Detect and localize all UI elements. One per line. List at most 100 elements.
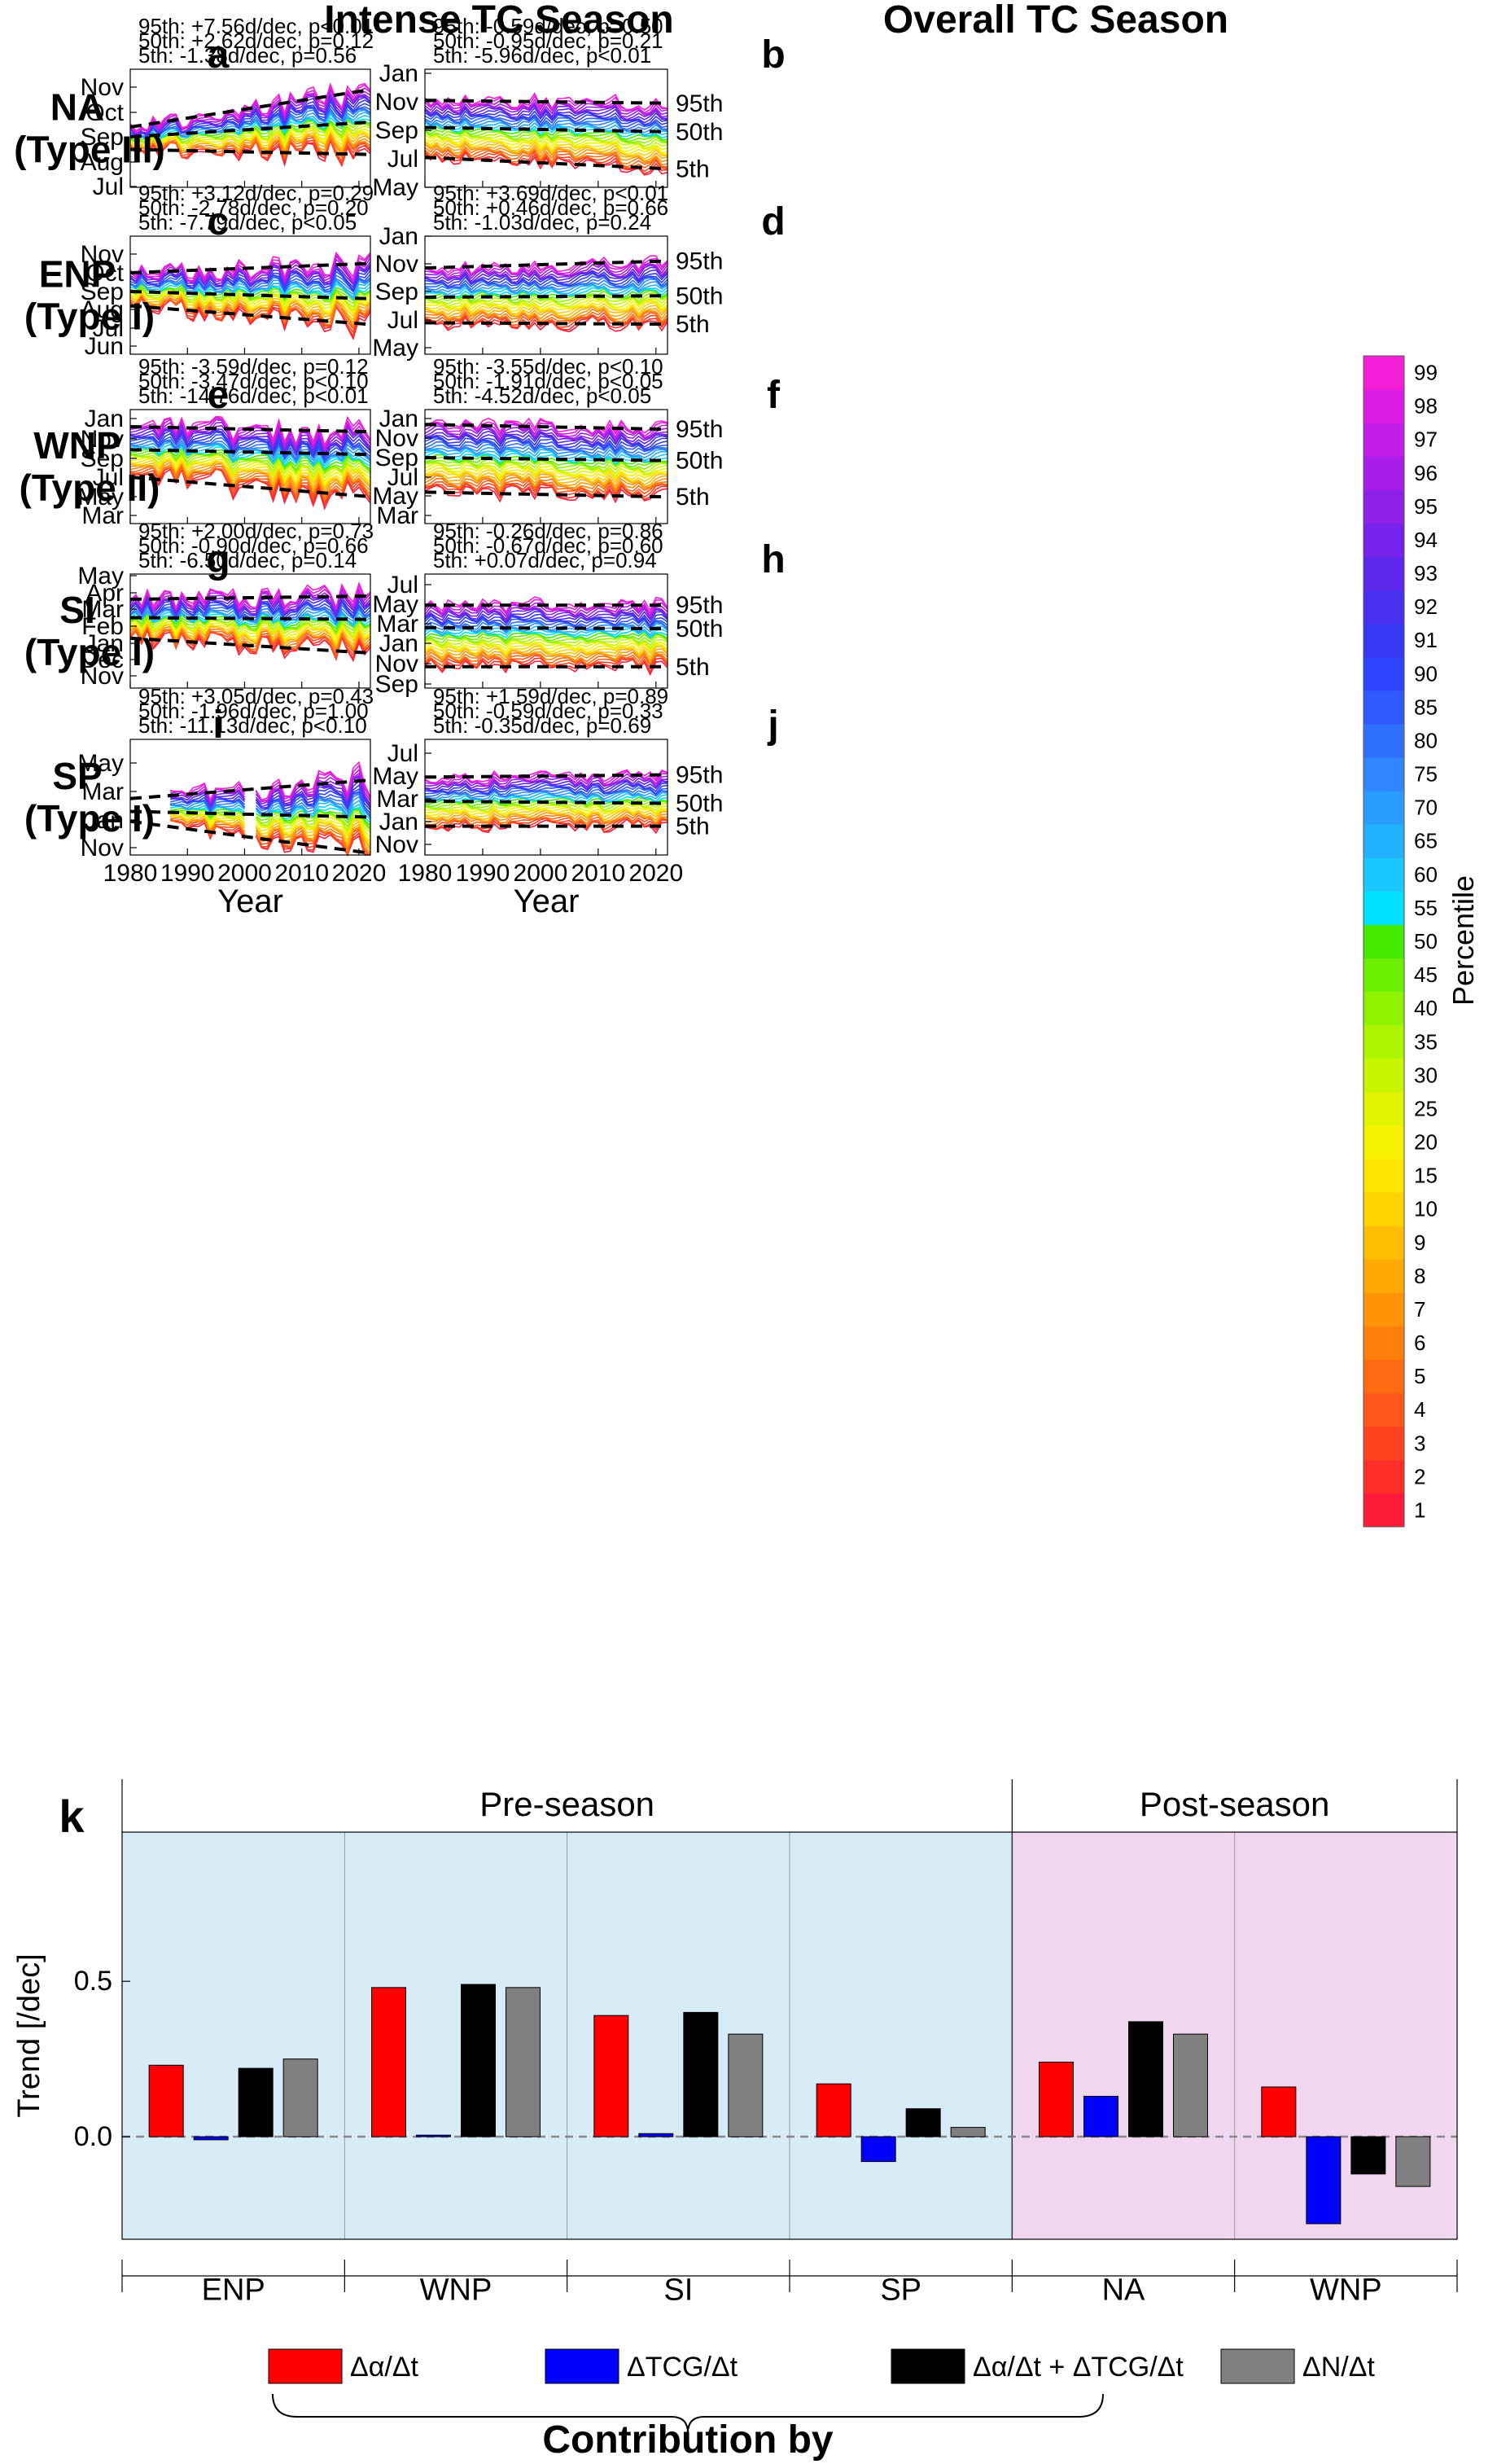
percentile-line-85 (129, 432, 371, 463)
panel-frame (424, 409, 668, 524)
month-label: Jul (93, 315, 124, 342)
colorbar-tick-label: 3 (1414, 1431, 1425, 1455)
trend-annotation: 50th: -2.78d/dec, p=0.20 (138, 195, 369, 220)
trend-annotation: 95th: -0.26d/dec, p=0.86 (433, 519, 663, 543)
colorbar-cell (1363, 723, 1404, 758)
month-label: Nov (375, 831, 418, 858)
colorbar-tick-label: 7 (1414, 1297, 1425, 1322)
panel-frame (129, 68, 371, 188)
bar-si-series-1 (593, 2015, 629, 2137)
header-overall: Overall TC Season (883, 0, 1228, 42)
month-label: May (77, 750, 124, 777)
colorbar-tick-label: 55 (1414, 896, 1438, 920)
colorbar-cell (1363, 456, 1404, 490)
colorbar-tick-label: 90 (1414, 661, 1438, 686)
percentile-line-96 (129, 419, 371, 453)
trend-annotation: 50th: +0.46d/dec, p=0.66 (433, 195, 668, 220)
trend-line-95th (129, 425, 371, 434)
year-tick-label: 2010 (571, 860, 625, 887)
trend-annotation: 5th: -0.35d/dec, p=0.69 (433, 713, 651, 738)
percentile-line-55 (424, 794, 668, 805)
colorbar-cell (1363, 1058, 1404, 1093)
month-label: Nov (81, 663, 124, 690)
percentile-line-25 (129, 453, 371, 483)
bar-wnp-series-3 (461, 1984, 496, 2137)
percentile-line-6 (424, 475, 668, 493)
panel-letter: d (761, 200, 785, 243)
month-label: Nov (81, 241, 124, 268)
month-label: Jan (379, 406, 418, 432)
month-label: Jan (379, 223, 418, 250)
panel-letter: a (208, 33, 230, 77)
bracket-label: Contribution by (542, 2418, 834, 2462)
bar-frame (121, 1831, 1458, 2240)
percentile-line-45 (424, 456, 668, 468)
month-label: Sep (375, 445, 418, 471)
percentile-line-55 (424, 629, 668, 639)
colorbar-tick-label: 96 (1414, 461, 1438, 485)
percentile-line-30 (424, 461, 668, 475)
trend-annotation: 95th: -3.59d/dec, p=0.12 (138, 354, 369, 379)
panel-letter: k (59, 1791, 85, 1842)
bar-enp-series-4 (282, 2058, 318, 2137)
percentile-line-5 (424, 814, 668, 827)
percentile-label-95th: 95th (676, 416, 723, 443)
percentile-label-95th: 95th (676, 248, 723, 275)
percentile-line-60 (129, 611, 371, 628)
month-label: Oct (85, 99, 124, 126)
percentile-line-90 (424, 436, 668, 453)
bar-sp-series-3 (905, 2108, 941, 2137)
percentile-line-20 (424, 640, 668, 654)
percentile-line-94 (424, 606, 668, 623)
bar-sp-series-4 (950, 2127, 986, 2137)
percentile-line-99 (424, 92, 668, 112)
percentile-line-90 (129, 267, 371, 293)
percentile-line-8 (424, 472, 668, 488)
colorbar-cell (1363, 1493, 1404, 1528)
percentile-line-85 (424, 616, 668, 629)
colorbar-tick-label: 99 (1414, 361, 1438, 385)
month-label: Sep (81, 278, 124, 305)
trend-annotation: 95th: +1.59d/dec, p=0.89 (433, 684, 668, 708)
bracket (272, 2393, 1104, 2434)
percentile-label-50th: 50th (676, 616, 723, 642)
month-label: May (372, 174, 418, 201)
percentile-line-6 (424, 307, 668, 323)
bar-wnp-series-2 (416, 2134, 451, 2137)
trend-line-50th (424, 456, 668, 463)
percentile-line-55 (424, 287, 668, 298)
trend-line-50th (129, 290, 371, 300)
legend-swatch (545, 2348, 619, 2384)
percentile-line-25 (424, 639, 668, 651)
percentile-line-5 (424, 651, 668, 669)
trend-annotation: 50th: -0.67d/dec, p=0.60 (433, 533, 663, 558)
trend-line-5th (424, 156, 668, 171)
percentile-line-20 (425, 297, 668, 311)
colorbar-tick-label: 85 (1414, 695, 1438, 719)
colorbar-tick-label: 50 (1414, 929, 1438, 954)
percentile-label-5th: 5th (676, 156, 710, 182)
percentile-line-5 (129, 135, 371, 160)
month-label: Oct (85, 260, 124, 287)
colorbar-cell (1363, 1259, 1404, 1293)
colorbar-tick-label: 92 (1414, 594, 1438, 619)
percentile-line-60 (424, 284, 668, 297)
month-label: Sep (375, 671, 418, 698)
category-label: WNP (1310, 2273, 1382, 2307)
trend-annotation: 95th: +3.69d/dec, p<0.01 (433, 181, 668, 205)
colorbar-cell (1363, 757, 1404, 791)
month-label: Jul (387, 572, 418, 598)
colorbar-cell (1363, 556, 1404, 591)
trend-line-95th (129, 778, 371, 800)
trend-line-95th (129, 261, 371, 274)
legend-label: ΔN/Δt (1302, 2352, 1375, 2383)
percentile-line-75 (424, 789, 668, 800)
percentile-line-85 (424, 113, 668, 129)
percentile-line-6 (424, 812, 668, 826)
colorbar-cell (1363, 1192, 1404, 1226)
percentile-line-7 (424, 811, 668, 825)
trend-line-5th (424, 490, 668, 499)
region-name: SP (52, 755, 102, 797)
colorbar-tick-label: 15 (1414, 1164, 1438, 1188)
month-label: Jan (85, 807, 124, 834)
